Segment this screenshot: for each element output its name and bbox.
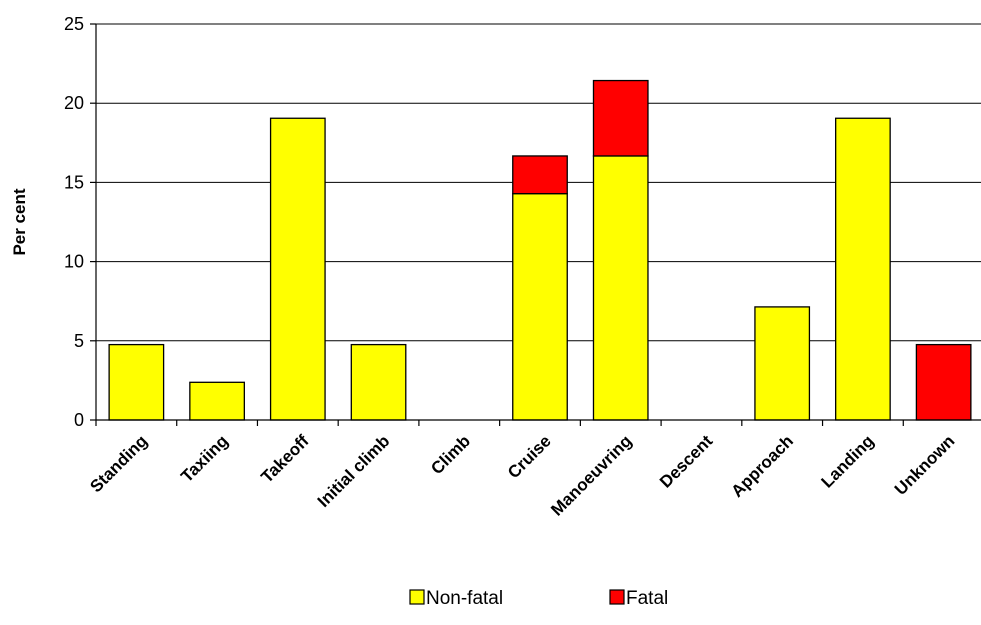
legend: Non-fatal Fatal	[409, 588, 668, 609]
bars	[108, 79, 972, 421]
bar-non-fatal-takeoff	[269, 117, 326, 421]
x-tick-label: Descent	[656, 431, 716, 491]
y-tick-label: 5	[74, 331, 84, 351]
x-tick-label: Takeoff	[257, 431, 313, 487]
y-tick-label: 10	[64, 252, 84, 272]
x-tick-label: Climb	[427, 431, 474, 478]
bar-non-fatal-approach	[754, 306, 811, 421]
bar-fatal-manoeuvring	[592, 79, 649, 157]
bar-non-fatal-manoeuvring	[592, 155, 649, 421]
legend-swatch	[609, 589, 625, 605]
x-tick-label: Taxiing	[177, 431, 232, 486]
x-tick-label: Approach	[727, 431, 797, 501]
bar-non-fatal-standing	[108, 343, 165, 421]
bar-fatal-cruise	[512, 155, 568, 195]
y-tick-label: 25	[64, 14, 84, 34]
y-tick-label: 15	[64, 172, 84, 192]
x-tick-label: Landing	[818, 431, 878, 491]
y-axis-title: Per cent	[10, 188, 29, 255]
legend-label: Non-fatal	[426, 588, 503, 609]
legend-label: Fatal	[626, 588, 668, 609]
bar-non-fatal-initial-climb	[350, 343, 407, 421]
bar-non-fatal-taxiing	[189, 381, 245, 421]
axes	[90, 23, 981, 426]
x-tick-label: Manoeuvring	[547, 431, 635, 519]
y-tick-label: 20	[64, 93, 84, 113]
x-tick-label: Unknown	[891, 431, 959, 499]
x-tick-label: Initial climb	[314, 431, 394, 511]
x-tick-labels: Standing Taxiing Takeoff Initial climb Climb…	[86, 431, 958, 519]
bar-non-fatal-landing	[835, 117, 891, 421]
y-tick-labels: 0 5 10 15 20 25	[64, 14, 84, 430]
y-tick-label: 0	[74, 410, 84, 430]
bar-non-fatal-cruise	[512, 192, 568, 421]
legend-swatch	[409, 589, 425, 605]
bar-fatal-unknown	[915, 343, 972, 421]
x-tick-label: Standing	[86, 431, 151, 496]
x-tick-label: Cruise	[504, 431, 555, 482]
